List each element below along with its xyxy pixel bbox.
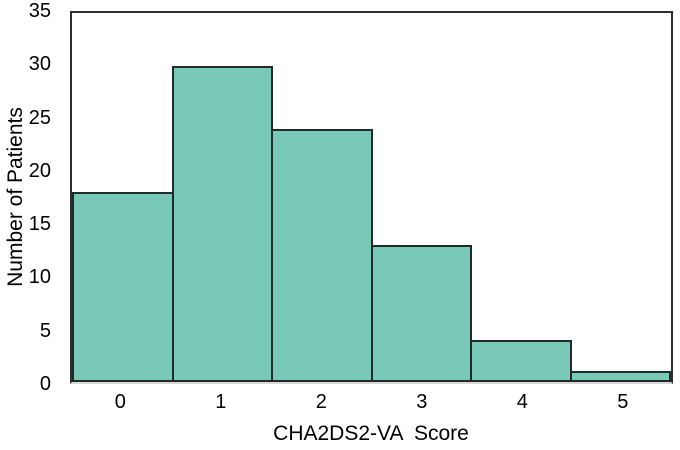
y-axis-tick-labels: 0 5 10 15 20 25 30 35: [0, 1, 60, 394]
y-tick-label-5: 5: [39, 319, 51, 342]
x-tick-label-5: 5: [617, 391, 629, 413]
y-tick-label-0: 0: [39, 373, 51, 395]
bar-score-5: [569, 371, 671, 382]
y-tick-label-30: 30: [28, 53, 51, 76]
bar-score-0: [72, 192, 174, 382]
bar-score-4: [470, 339, 572, 382]
y-tick-label-20: 20: [28, 159, 51, 182]
bar-score-3: [370, 244, 472, 382]
x-tick-label-2: 2: [315, 391, 327, 413]
bars-container: [72, 13, 671, 382]
y-tick-label-25: 25: [28, 106, 51, 129]
x-axis-tick-labels: 0 1 2 3 4 5: [70, 390, 673, 416]
x-axis-title: CHA2DS2-VA Score: [273, 422, 469, 445]
plot-area: [70, 11, 673, 384]
x-tick-label-4: 4: [516, 391, 528, 413]
y-tick-label-35: 35: [28, 0, 51, 22]
y-tick-label-10: 10: [28, 266, 51, 289]
y-tick-label-15: 15: [28, 213, 51, 236]
x-tick-label-1: 1: [215, 391, 227, 413]
bar-score-1: [171, 65, 273, 382]
x-tick-label-3: 3: [416, 391, 428, 413]
bar-score-2: [271, 128, 373, 382]
x-tick-label-0: 0: [114, 391, 126, 413]
